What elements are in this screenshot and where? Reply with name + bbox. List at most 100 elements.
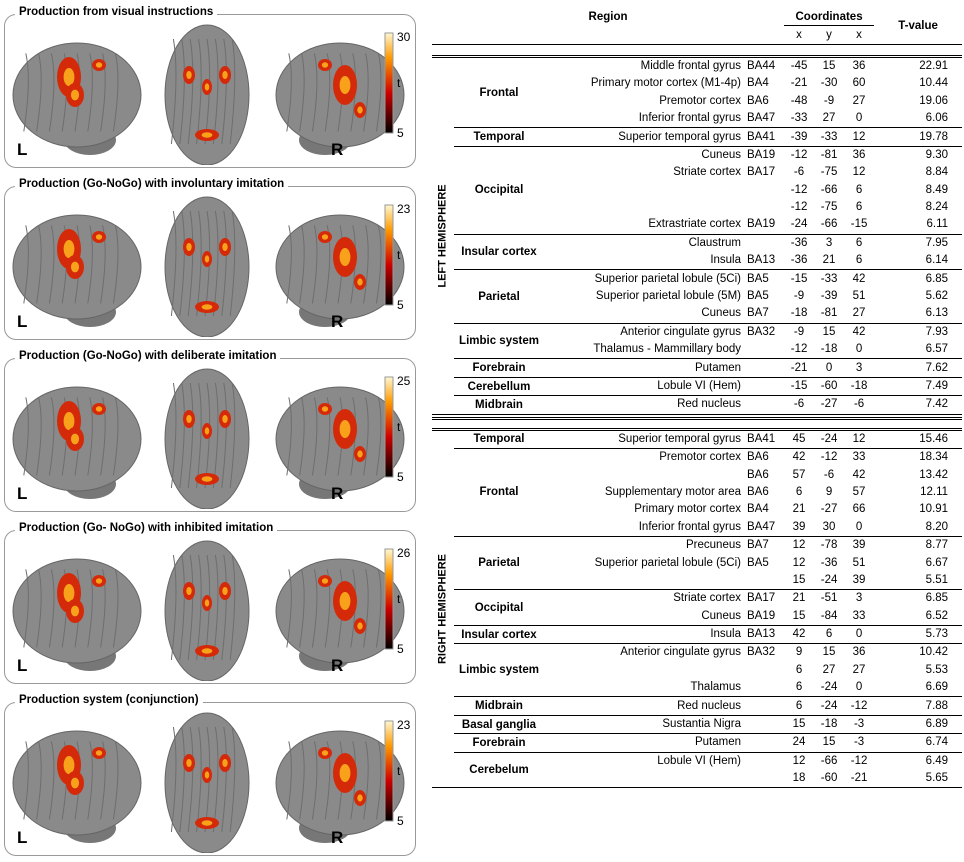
cell-ba: BA47	[747, 112, 776, 125]
table-row: Limbic system Anterior cingulate gyrus BA3…	[432, 643, 963, 697]
cell-t: 7.49	[874, 376, 963, 396]
cell-x: 12	[784, 535, 815, 555]
region-group: Insular cortex	[454, 624, 544, 644]
panel-label: R	[331, 312, 343, 331]
cell-ba: BA32	[744, 643, 785, 662]
region-group: Cerebellum	[454, 376, 544, 396]
cell-ba	[744, 358, 785, 378]
cell-name: Anterior cingulate gyrus	[544, 322, 744, 342]
table-row: Parietal Superior parietal lobule (5Ci) BA…	[432, 269, 963, 324]
region-group: Midbrain	[454, 696, 544, 716]
cell-z: 0	[855, 112, 863, 125]
cell-x: -24	[790, 218, 808, 231]
cell-t: 5.53	[925, 663, 949, 676]
table-row: Insular cortex Insula BA13 42 6 0 5.73	[432, 624, 963, 644]
cell-y: -84	[820, 609, 838, 622]
cell-t: 6.85	[874, 589, 963, 608]
cell-ba: BA32	[744, 322, 785, 342]
cell-y: 15	[814, 54, 845, 76]
cell-t: 22.91	[874, 54, 963, 76]
cell-y: 9	[825, 485, 833, 498]
cell-z: 27	[852, 663, 866, 676]
cell-ba: BA5	[744, 269, 785, 288]
panel-title: Production from visual instructions	[15, 6, 218, 18]
cell-t: 7.62	[874, 358, 963, 378]
cell-x: -33	[790, 112, 808, 125]
brain-images: 25 t 5 L R	[12, 368, 411, 509]
cell-y: -24	[820, 573, 838, 586]
cell-y: 6	[814, 624, 845, 644]
panel-label: L	[17, 140, 27, 159]
cell-name: Cuneus	[701, 307, 741, 320]
cell-t: 6.14	[925, 254, 949, 267]
cell-z: 3	[844, 589, 875, 608]
cell-name: Premotor cortex	[544, 447, 744, 467]
region-group: Limbic system	[454, 643, 544, 697]
cell-name	[544, 466, 744, 483]
table-row: Inferior frontal gyrus BA47 -33 27 0 6.06	[432, 110, 962, 128]
panel-label: 30	[397, 30, 411, 44]
cell-t: 8.24	[925, 201, 949, 214]
cell-t: 10.42	[874, 643, 963, 662]
cell-y: 27	[822, 663, 836, 676]
cell-x: -36	[784, 233, 815, 253]
cell-t: 8.84	[925, 166, 949, 179]
header-cell: x	[796, 28, 802, 41]
panel-label: 5	[397, 642, 404, 656]
cell-ba	[744, 751, 785, 771]
cell-y: -18	[820, 343, 838, 356]
spacer-cell	[432, 413, 963, 419]
spacer	[432, 416, 963, 430]
cell-ba	[744, 341, 784, 359]
cell-z: 42	[852, 468, 866, 481]
cell-y: -60	[820, 772, 838, 785]
table-row: Occipital Striate cortex BA17 21 -51 3 6.85	[432, 589, 963, 626]
cell-name: Insula	[544, 624, 744, 644]
cell-name: Sustantia Nigra	[544, 714, 744, 734]
cell-y: -24	[814, 427, 845, 449]
cell-ba	[744, 376, 785, 396]
cell-z: 6	[855, 254, 863, 267]
cell-x: 18	[792, 772, 806, 785]
cell-t: 6.13	[925, 307, 949, 320]
region-group: Basal ganglia	[454, 714, 544, 734]
table-row: Thalamus - Mammillary body -12 -18 0 6.57	[432, 341, 962, 359]
cell-y: -18	[814, 714, 845, 734]
cell-x: 15	[784, 714, 815, 734]
cell-ba: BA6	[747, 485, 769, 498]
cell-z: 51	[852, 290, 866, 303]
cell-ba	[744, 696, 785, 716]
cell-name: Precuneus	[544, 535, 744, 555]
cell-z: 6	[844, 233, 875, 253]
header-cell: Coordinates	[784, 8, 875, 27]
cell-x: -6	[793, 166, 805, 179]
spacer	[432, 787, 963, 791]
cell-ba: BA19	[747, 609, 776, 622]
cell-ba	[744, 679, 784, 697]
cell-t: 8.20	[925, 520, 949, 533]
cell-name: Red nucleus	[544, 395, 744, 415]
region-group: Frontal	[454, 54, 544, 128]
cell-z: 0	[855, 681, 863, 694]
table-row: Insular cortex Claustrum -36 3 6 7.95	[432, 233, 963, 270]
cell-y: -9	[823, 94, 835, 107]
cell-t: 6.89	[874, 714, 963, 734]
cell-ba	[744, 733, 785, 753]
cell-name: Thalamus - Mammillary body	[593, 343, 741, 356]
cell-x: -12	[784, 145, 815, 165]
cell-z: 60	[852, 77, 866, 90]
table-row: Parietal Precuneus BA7 12 -78 39 8.77	[432, 535, 963, 590]
cell-ba	[744, 572, 784, 590]
cell-ba: BA47	[747, 520, 776, 533]
cell-z: 27	[852, 307, 866, 320]
table-row: Forebrain Putamen 24 15 -3 6.74	[432, 733, 963, 753]
cell-ba: BA17	[747, 166, 776, 179]
cell-ba: BA13	[744, 624, 785, 644]
cell-y: -66	[820, 218, 838, 231]
cell-z: 27	[852, 94, 866, 107]
cell-z: 6	[855, 183, 863, 196]
cell-name: Striate cortex	[673, 166, 741, 179]
panel-label: t	[397, 248, 401, 262]
cell-x: -12	[790, 343, 808, 356]
cell-name: Red nucleus	[544, 696, 744, 716]
